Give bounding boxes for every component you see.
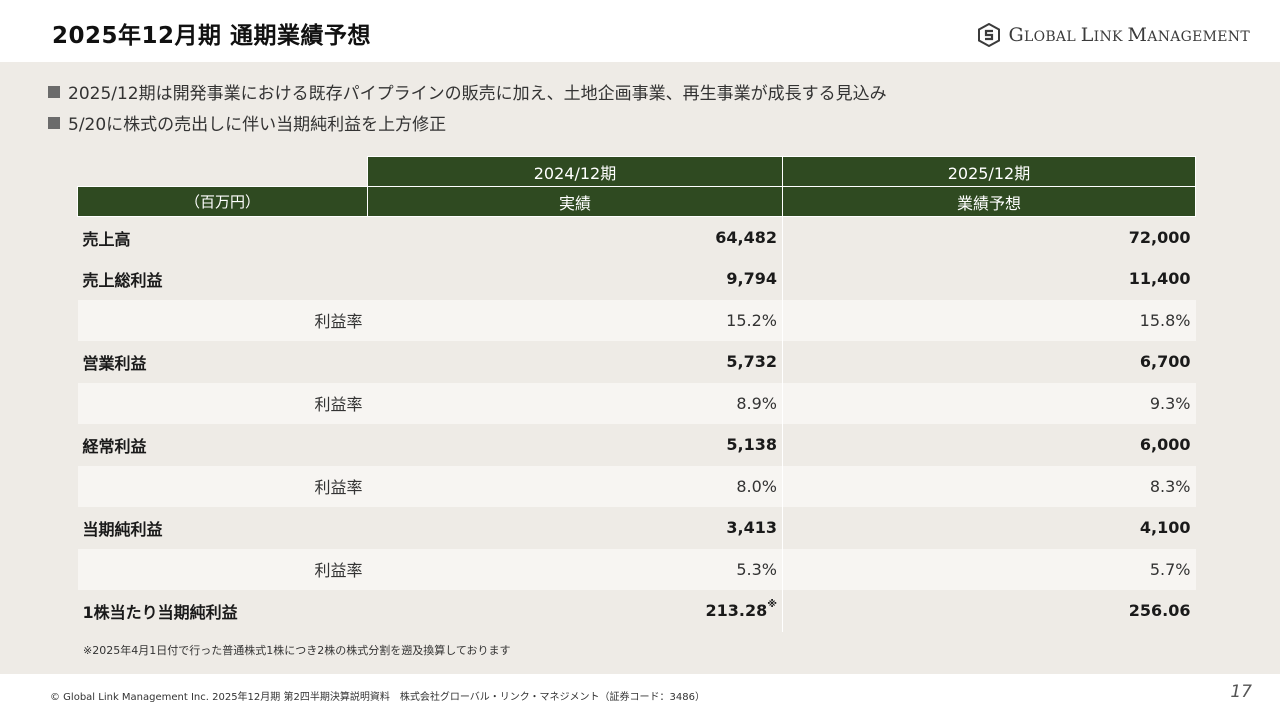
value-2024: 5.3% — [367, 548, 783, 590]
slide-title: 2025年12月期 通期業績予想 — [52, 23, 372, 49]
company-logo-text: GLOBAL LINK MANAGEMENT — [1008, 24, 1250, 46]
table-row: 営業利益 5,732 6,700 — [77, 341, 1196, 383]
value-2025: 6,000 — [782, 424, 1196, 466]
company-logo: GLOBAL LINK MANAGEMENT — [978, 22, 1250, 48]
unit-label: （百万円） — [77, 186, 368, 217]
slide-header: 2025年12月期 通期業績予想 GLOBAL LINK MANAGEMENT — [0, 0, 1280, 62]
value-text: 64,482 — [715, 228, 777, 247]
table-header-type-row: （百万円） 実績 業績予想 — [77, 186, 1196, 217]
bullet-text: 5/20に株式の売出しに伴い当期純利益を上方修正 — [68, 115, 447, 135]
value-2025: 6,700 — [782, 341, 1196, 383]
column-header-period: 2025/12期 — [782, 156, 1196, 187]
value-text: 8.9% — [736, 393, 777, 413]
table-row: 経常利益 5,138 6,000 — [77, 424, 1196, 466]
value-2025: 9.3% — [782, 382, 1196, 424]
value-2024: 5,732 — [367, 341, 783, 383]
bullet-item: 5/20に株式の売出しに伴い当期純利益を上方修正 — [48, 107, 887, 138]
table-row: 利益率 8.9% 9.3% — [77, 382, 1196, 424]
square-bullet-icon — [48, 116, 60, 129]
table-row: 利益率 15.2% 15.8% — [77, 299, 1196, 341]
value-text: 213.28 — [705, 601, 768, 621]
footnote-mark: ※ — [767, 599, 777, 611]
value-text: 5.3% — [736, 559, 777, 579]
bullet-text: 2025/12期は開発事業における既存パイプラインの販売に加え、土地企画事業、再… — [68, 84, 887, 104]
value-2025: 15.8% — [782, 299, 1196, 341]
value-2024: 9,794 — [367, 258, 783, 300]
table-row: 1株当たり当期純利益 213.28※ 256.06 — [77, 590, 1196, 632]
value-text: 9,794 — [726, 269, 777, 289]
forecast-table: 2024/12期 2025/12期 （百万円） 実績 業績予想 売上高 64,48… — [77, 156, 1196, 632]
row-label: 営業利益 — [77, 341, 368, 383]
row-label: 当期純利益 — [77, 507, 368, 549]
square-bullet-icon — [48, 85, 60, 98]
table-row: 利益率 8.0% 8.3% — [77, 465, 1196, 507]
row-label: 利益率 — [77, 299, 368, 341]
value-text: 8.0% — [736, 476, 777, 496]
row-label: 売上高 — [77, 216, 368, 258]
value-2025: 4,100 — [782, 507, 1196, 549]
row-label: 利益率 — [77, 465, 368, 507]
value-text: 5,732 — [726, 352, 777, 372]
page-number: 17 — [1230, 682, 1252, 702]
table-row: 売上総利益 9,794 11,400 — [77, 258, 1196, 300]
column-header-period: 2024/12期 — [367, 156, 783, 187]
value-2025: 256.06 — [782, 590, 1196, 632]
row-label: 利益率 — [77, 548, 368, 590]
value-2024: 8.9% — [367, 382, 783, 424]
value-text: 15.2% — [726, 310, 777, 330]
value-text: 5,138 — [726, 435, 777, 455]
bullet-item: 2025/12期は開発事業における既存パイプラインの販売に加え、土地企画事業、再… — [48, 76, 887, 107]
company-logo-icon — [978, 23, 1001, 47]
bullet-list: 2025/12期は開発事業における既存パイプラインの販売に加え、土地企画事業、再… — [48, 76, 887, 138]
table-row: 売上高 64,482 72,000 — [77, 216, 1196, 258]
row-label: 経常利益 — [77, 424, 368, 466]
value-2024: 64,482 — [367, 216, 783, 258]
value-2024: 213.28※ — [367, 590, 783, 632]
value-2024: 3,413 — [367, 507, 783, 549]
value-2025: 8.3% — [782, 465, 1196, 507]
value-2024: 5,138 — [367, 424, 783, 466]
table-row: 当期純利益 3,413 4,100 — [77, 507, 1196, 549]
row-label: 売上総利益 — [77, 258, 368, 300]
column-header-type: 実績 — [367, 186, 783, 217]
footer-copyright: © Global Link Management Inc. 2025年12月期 … — [50, 692, 705, 703]
table-header-blank — [78, 157, 368, 187]
value-2024: 8.0% — [367, 465, 783, 507]
value-2024: 15.2% — [367, 299, 783, 341]
slide-content: 2025/12期は開発事業における既存パイプラインの販売に加え、土地企画事業、再… — [0, 62, 1280, 674]
column-header-type: 業績予想 — [782, 186, 1196, 217]
row-label: 利益率 — [77, 382, 368, 424]
value-text: 3,413 — [726, 518, 777, 538]
table-row: 利益率 5.3% 5.7% — [77, 548, 1196, 590]
value-2025: 72,000 — [782, 216, 1196, 258]
value-2025: 5.7% — [782, 548, 1196, 590]
row-label: 1株当たり当期純利益 — [77, 590, 368, 632]
footnote: ※2025年4月1日付で行った普通株式1株につき2株の株式分割を遡及換算しており… — [83, 644, 511, 657]
value-2025: 11,400 — [782, 258, 1196, 300]
table-header-period-row: 2024/12期 2025/12期 — [78, 156, 1196, 187]
